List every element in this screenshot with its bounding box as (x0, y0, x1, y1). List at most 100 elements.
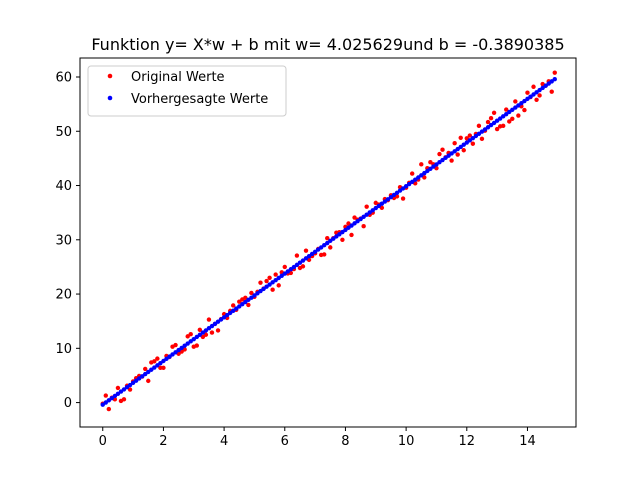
predicted-point (249, 295, 254, 300)
predicted-point (255, 291, 260, 296)
original-point (158, 365, 163, 371)
original-point (188, 332, 193, 337)
original-point (258, 280, 263, 285)
original-point (470, 141, 476, 146)
predicted-point (334, 234, 339, 239)
original-point (449, 158, 454, 163)
predicted-point (343, 227, 348, 233)
predicted-point (297, 260, 303, 265)
predicted-point (224, 312, 230, 318)
predicted-point (500, 114, 506, 119)
predicted-point (452, 149, 457, 154)
original-point (409, 171, 415, 176)
original-point (161, 365, 166, 371)
predicted-point (243, 299, 248, 305)
predicted-point (103, 400, 108, 405)
predicted-point (543, 83, 548, 88)
predicted-point (413, 177, 418, 182)
predicted-point (494, 118, 500, 123)
predicted-point (409, 179, 415, 185)
predicted-point (139, 374, 145, 379)
original-point (230, 303, 236, 308)
original-point (143, 366, 148, 372)
predicted-point (218, 317, 224, 322)
x-axis: 0 2 4 6 8 10 12 14 (99, 427, 536, 449)
original-point (476, 123, 482, 129)
original-point (507, 119, 512, 124)
predicted-point (276, 275, 281, 281)
original-point (525, 90, 530, 95)
predicted-point (461, 142, 466, 147)
predicted-point (397, 188, 403, 193)
predicted-point (346, 225, 351, 230)
predicted-point (473, 133, 479, 139)
original-point (400, 196, 406, 201)
original-point (303, 248, 309, 253)
predicted-point (185, 341, 190, 346)
predicted-point (121, 387, 127, 392)
original-point (115, 385, 121, 391)
original-point (246, 302, 251, 308)
original-point (328, 245, 333, 250)
original-point (522, 107, 527, 113)
predicted-point (315, 247, 321, 252)
x-tick-label: 2 (159, 434, 167, 449)
predicted-point (143, 371, 148, 377)
predicted-point (419, 173, 424, 178)
predicted-point (382, 199, 388, 204)
predicted-point (312, 249, 318, 254)
predicted-point (546, 81, 551, 86)
predicted-point (133, 378, 139, 383)
predicted-point (273, 277, 278, 283)
predicted-point (349, 223, 354, 228)
predicted-point (206, 326, 212, 331)
predicted-point (252, 293, 257, 298)
predicted-point (109, 395, 115, 401)
predicted-point (431, 164, 436, 169)
predicted-point (149, 367, 154, 372)
original-point (197, 327, 203, 333)
predicted-point (361, 214, 366, 220)
predicted-point (246, 297, 251, 303)
original-point (349, 232, 354, 238)
predicted-point (285, 269, 291, 274)
original-point (215, 328, 221, 333)
original-point (428, 159, 433, 165)
series-vorhergesagte-werte (100, 77, 557, 407)
predicted-point (443, 155, 448, 161)
predicted-point (306, 253, 312, 259)
predicted-point (455, 146, 460, 152)
predicted-point (394, 190, 400, 195)
predicted-point (127, 382, 133, 388)
original-point (237, 299, 242, 304)
predicted-point (507, 109, 512, 115)
original-point (270, 287, 275, 292)
y-tick-label: 10 (55, 342, 72, 357)
predicted-point (230, 308, 236, 313)
predicted-point (167, 354, 172, 359)
predicted-point (534, 90, 539, 95)
predicted-point (464, 140, 469, 145)
original-point (516, 113, 521, 118)
predicted-point (425, 168, 430, 174)
original-point (249, 290, 254, 296)
original-point (185, 334, 190, 339)
predicted-point (355, 218, 360, 224)
predicted-point (106, 398, 112, 403)
predicted-point (191, 336, 196, 342)
predicted-point (403, 184, 409, 189)
predicted-point (497, 116, 503, 121)
predicted-point (270, 280, 275, 285)
predicted-point (458, 144, 463, 150)
predicted-point (100, 402, 105, 407)
legend-marker-predicted (107, 95, 113, 101)
predicted-point (282, 271, 287, 276)
original-point (549, 89, 554, 94)
predicted-point (400, 186, 406, 191)
y-tick-label: 40 (55, 179, 72, 194)
original-point (513, 99, 518, 104)
original-point (322, 252, 327, 257)
predicted-point (388, 194, 394, 200)
predicted-point (237, 304, 242, 309)
predicted-point (215, 319, 221, 324)
